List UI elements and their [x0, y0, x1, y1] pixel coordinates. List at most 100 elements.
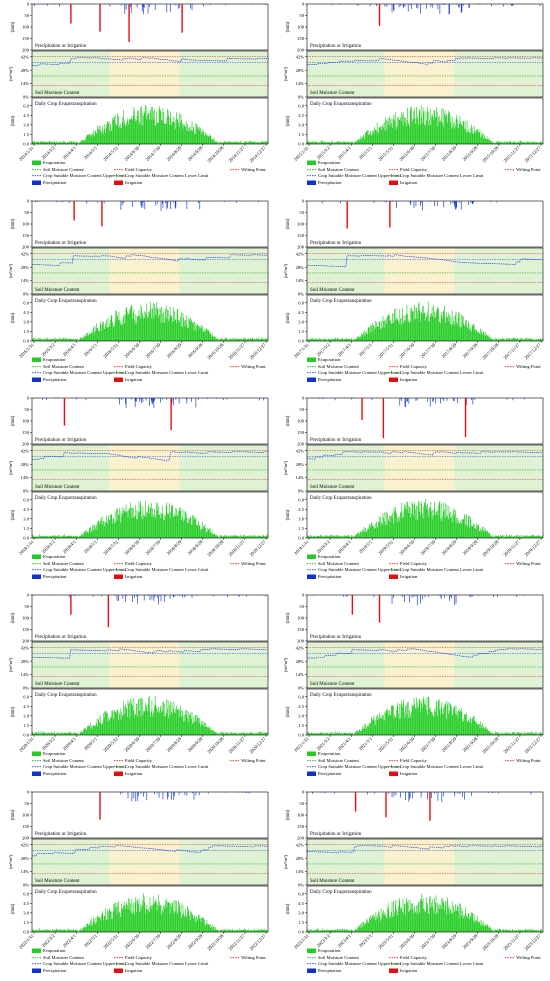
et-bar — [65, 142, 67, 144]
et-bar — [52, 535, 54, 538]
et-bar — [516, 534, 518, 538]
et-bar — [99, 715, 101, 735]
et-bar — [533, 339, 534, 341]
et-bar — [219, 141, 221, 144]
et-bar — [330, 930, 332, 932]
precip-bar — [386, 4, 388, 7]
et-bar — [264, 535, 266, 538]
et-bar — [40, 536, 42, 538]
et-bar — [438, 699, 440, 735]
et-bar — [440, 323, 441, 341]
et-bar — [536, 930, 538, 932]
et-bar — [337, 337, 339, 341]
x-tick-label: 2017/1/31 — [293, 342, 310, 359]
et-bar — [467, 131, 468, 144]
et-bar — [327, 733, 329, 735]
et-bar — [146, 511, 148, 538]
et-bar — [457, 324, 458, 341]
et-bar — [392, 513, 393, 538]
precip-bar — [53, 4, 55, 5]
et-bar — [137, 317, 139, 341]
et-bar — [57, 929, 58, 932]
et-bar — [419, 511, 421, 538]
et-bar — [396, 706, 398, 735]
et-bar — [48, 140, 50, 144]
et-bar — [375, 719, 377, 735]
et-bar — [57, 142, 58, 144]
et-bar — [396, 710, 397, 735]
et-tick-label: 1.5 — [23, 920, 29, 925]
et-bar — [64, 732, 65, 735]
et-bar — [363, 332, 364, 341]
et-bar — [156, 309, 158, 341]
legend-label: Evaporation — [318, 160, 341, 165]
et-bar — [425, 897, 427, 932]
et-bar — [464, 324, 466, 341]
et-bar — [211, 138, 213, 144]
et-bar — [198, 127, 199, 144]
x-tick-label: 2021/12/27 — [523, 736, 542, 755]
et-bar — [108, 908, 110, 932]
et-bar — [530, 142, 531, 144]
et-bar — [312, 536, 314, 538]
et-bar — [176, 112, 177, 144]
et-bar — [542, 142, 543, 144]
et-bar — [449, 323, 451, 341]
et-bar — [489, 927, 491, 932]
et-bar — [96, 323, 97, 341]
et-bar — [475, 331, 476, 341]
et-bar — [382, 513, 384, 538]
et-bar — [113, 324, 115, 341]
et-bar — [156, 510, 158, 538]
et-bar — [517, 536, 519, 538]
et-bar — [145, 702, 146, 735]
et-tick-label: 4.5 — [298, 704, 304, 709]
et-bar — [258, 929, 259, 932]
precip-bar — [455, 595, 457, 604]
et-bar — [259, 930, 261, 932]
et-bar — [433, 716, 434, 735]
precip-bar — [321, 201, 323, 204]
et-bar — [378, 717, 379, 735]
precip-bar — [207, 792, 209, 794]
et-bar — [339, 141, 340, 144]
et-bar — [421, 312, 423, 341]
precip-bar — [147, 595, 149, 597]
et-bar — [378, 911, 379, 932]
legend-swatch — [307, 377, 316, 382]
et-bar — [163, 311, 164, 341]
precip-bar — [470, 595, 472, 598]
et-bar — [127, 700, 129, 735]
et-bar — [233, 535, 234, 538]
et-bar — [174, 913, 175, 932]
et-bar — [398, 516, 400, 538]
et-bar — [97, 725, 98, 735]
et-bar — [336, 141, 337, 144]
et-bar — [340, 142, 342, 144]
et-bar — [75, 733, 76, 735]
et-bar — [330, 733, 331, 735]
et-bar — [204, 134, 206, 144]
et-bar — [350, 733, 352, 735]
precip-bar — [134, 595, 135, 598]
precip-bar — [455, 792, 457, 793]
et-bar — [400, 704, 402, 735]
et-bar — [196, 123, 197, 144]
et-bar — [472, 912, 474, 932]
et-bar — [158, 308, 160, 341]
legend-label: Irrigation — [125, 574, 143, 579]
et-bar — [117, 320, 119, 341]
et-bar — [433, 715, 435, 735]
et-bar — [533, 535, 534, 538]
precip-bar — [404, 4, 406, 8]
et-bar — [403, 516, 404, 538]
et-bar — [317, 339, 319, 341]
et-bar — [249, 535, 251, 538]
et-bar — [411, 311, 413, 341]
et-bar — [541, 142, 542, 144]
precip-bar — [103, 201, 105, 204]
et-bar — [527, 339, 529, 341]
legend-swatch — [307, 357, 316, 362]
et-bar — [435, 116, 437, 144]
legend-label: Wilting Point — [241, 955, 266, 960]
